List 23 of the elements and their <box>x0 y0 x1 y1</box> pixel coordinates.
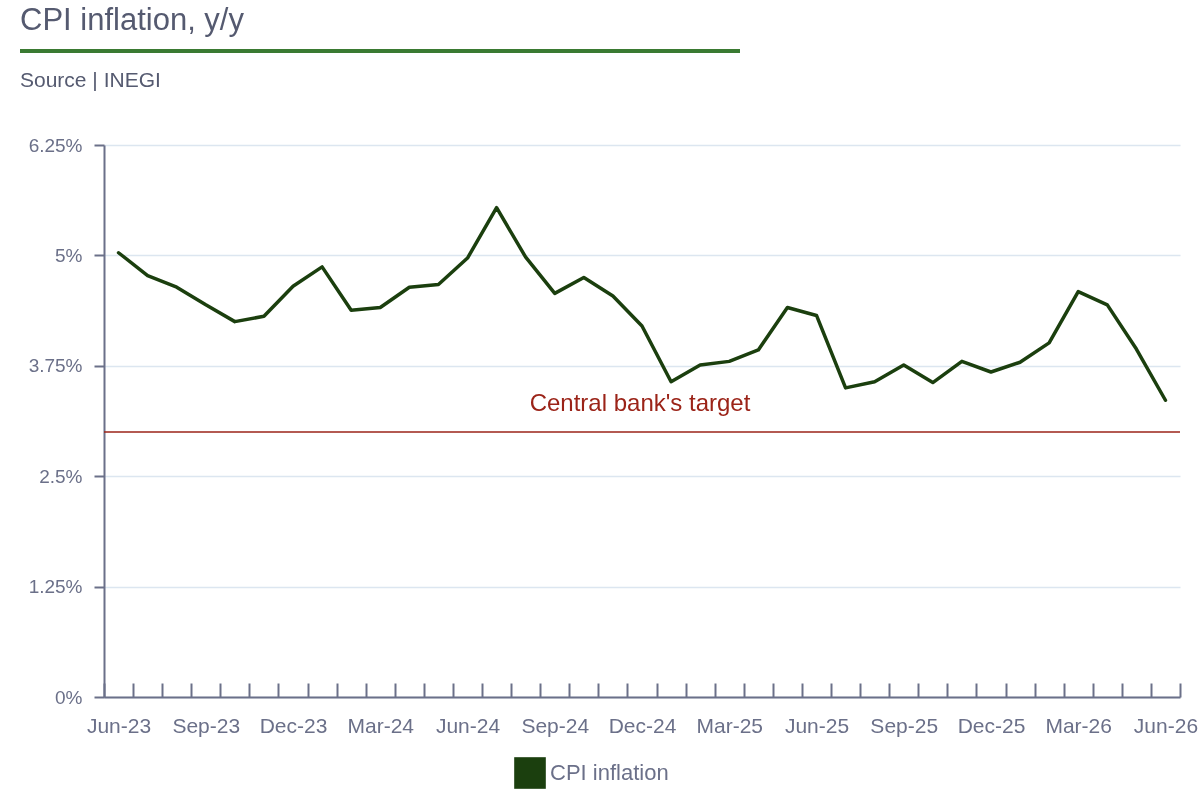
y-tick-label: 3.75% <box>28 355 83 377</box>
x-tick-label: Jun-23 <box>86 713 152 737</box>
x-tick-label: Dec-23 <box>259 713 328 737</box>
ref-line-label: Central bank's target <box>529 389 751 417</box>
x-tick-label: Mar-24 <box>347 713 415 737</box>
x-tick-label: Dec-24 <box>608 713 677 737</box>
x-tick-label: Jun-26 <box>1133 713 1199 737</box>
x-tick-label: Mar-26 <box>1045 713 1112 737</box>
x-tick-label: Jun-25 <box>784 713 850 737</box>
y-tick-label: 1.25% <box>28 576 83 598</box>
y-tick-label: 0% <box>55 686 83 708</box>
x-tick-label: Dec-25 <box>957 713 1026 737</box>
y-tick-label: 5% <box>55 244 83 266</box>
chart-title: CPI inflation, y/y <box>20 2 244 38</box>
legend-label: CPI inflation <box>550 760 669 785</box>
x-tick-label: Jun-24 <box>435 713 501 737</box>
x-tick-label: Sep-23 <box>172 713 241 737</box>
y-tick-label: 2.5% <box>39 465 83 487</box>
x-tick-label: Mar-25 <box>696 713 764 737</box>
y-tick-label: 6.25% <box>28 134 83 156</box>
x-tick-label: Sep-25 <box>870 713 939 737</box>
x-tick-label: Sep-24 <box>521 713 590 737</box>
chart-subtitle: Source | INEGI <box>20 68 161 92</box>
